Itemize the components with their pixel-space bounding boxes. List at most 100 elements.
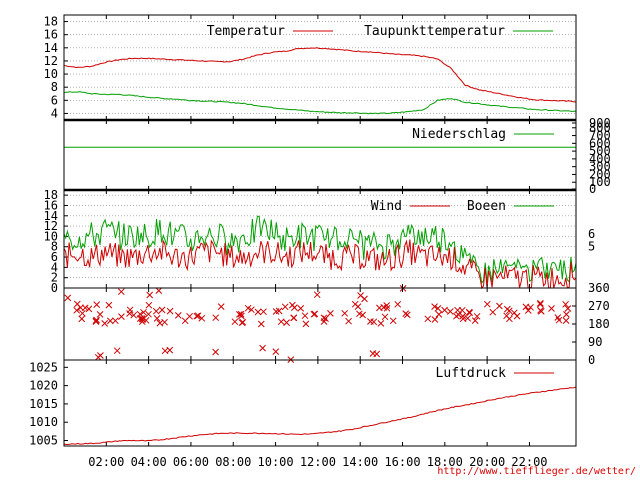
direction-point — [193, 312, 201, 320]
direction-point — [367, 318, 374, 325]
y-tick-label: 16 — [44, 28, 58, 42]
direction-point — [361, 295, 368, 303]
direction-point — [106, 317, 114, 325]
direction-point — [260, 308, 267, 316]
y-tick-label-right: 900 — [589, 116, 611, 130]
direction-point — [140, 308, 147, 316]
direction-point — [435, 311, 443, 318]
direction-point — [554, 314, 562, 321]
direction-point — [471, 317, 479, 324]
direction-point — [281, 303, 289, 311]
direction-point — [238, 319, 246, 327]
direction-point — [236, 311, 243, 318]
source-url: http://www.tiefflieger.de/wetter/ — [437, 466, 636, 477]
direction-point — [301, 312, 309, 320]
x-tick-label: 16:00 — [384, 455, 420, 469]
direction-point — [354, 303, 362, 310]
direction-point — [283, 319, 290, 326]
y-tick-label: 12 — [44, 219, 58, 233]
series-dewpoint-line — [63, 91, 577, 115]
direction-point — [381, 313, 389, 321]
direction-point — [138, 318, 146, 326]
y-tick-label-right: 200 — [589, 167, 611, 181]
direction-point — [248, 306, 255, 314]
y-tick-label: 6 — [51, 93, 58, 107]
direction-point — [105, 301, 113, 309]
direction-point — [356, 310, 363, 318]
y-tick-label: 2 — [51, 271, 58, 285]
y-tick-label-right: 180 — [588, 317, 610, 331]
legend-gusts-label: Boeen — [467, 199, 506, 214]
y-tick-label: 10 — [44, 67, 58, 81]
direction-point — [302, 320, 310, 328]
y-tick-label: 16 — [44, 198, 58, 212]
direction-point — [145, 301, 153, 309]
direction-point — [496, 302, 503, 310]
series-temperature-line — [63, 47, 576, 103]
direction-point — [562, 300, 569, 308]
direction-point — [186, 312, 193, 320]
direction-point — [345, 317, 352, 325]
x-tick-label: 06:00 — [173, 455, 209, 469]
direction-point — [113, 347, 121, 355]
series-wind-line — [63, 239, 577, 290]
direction-point — [146, 291, 154, 299]
y-tick-label: 0 — [51, 281, 58, 295]
y-tick-label: 6 — [51, 250, 58, 264]
direction-point — [117, 288, 125, 296]
direction-point — [431, 316, 439, 323]
y-tick-label-right: 5 — [588, 240, 595, 254]
direction-point — [290, 314, 298, 322]
direction-point — [153, 315, 161, 322]
direction-point — [156, 319, 164, 327]
direction-point — [424, 315, 432, 323]
direction-point — [548, 305, 555, 312]
direction-point — [310, 310, 318, 318]
direction-point — [272, 348, 280, 355]
direction-point — [93, 301, 101, 308]
direction-point — [383, 302, 391, 309]
direction-point — [277, 318, 285, 326]
direction-point — [458, 306, 466, 314]
direction-point — [158, 306, 166, 314]
y-tick-label: 8 — [51, 240, 58, 254]
y-tick-label: 1005 — [29, 434, 58, 448]
legend-wind-label: Wind — [371, 199, 402, 214]
panel-frame-5 — [63, 359, 577, 447]
direction-point — [536, 300, 544, 308]
y-tick-label-right: 100 — [589, 175, 611, 189]
direction-point — [78, 315, 86, 323]
y-tick-label-right: 0 — [588, 353, 595, 367]
direction-point — [126, 306, 134, 314]
direction-point — [320, 318, 328, 325]
x-tick-label: 20:00 — [469, 455, 505, 469]
direction-point — [380, 304, 388, 311]
y-tick-label-right: 700 — [589, 129, 611, 143]
y-tick-label-right: 270 — [588, 299, 610, 313]
direction-point — [272, 308, 280, 315]
direction-point — [217, 303, 225, 310]
direction-point — [136, 315, 144, 322]
y-tick-label: 1015 — [29, 397, 58, 411]
direction-point — [130, 311, 138, 319]
direction-point — [166, 307, 174, 315]
direction-point — [85, 305, 93, 313]
y-tick-label: 1010 — [29, 415, 58, 429]
direction-point — [446, 308, 454, 315]
direction-point — [244, 304, 252, 312]
direction-point — [537, 308, 545, 315]
y-tick-label-right: 6 — [588, 227, 595, 241]
direction-point — [145, 310, 152, 318]
x-tick-label: 12:00 — [300, 455, 336, 469]
direction-point — [93, 316, 100, 324]
direction-point — [212, 348, 219, 356]
direction-point — [212, 314, 220, 322]
y-tick-label: 18 — [44, 188, 58, 202]
direction-point — [389, 317, 397, 325]
y-tick-label: 4 — [51, 260, 58, 274]
y-tick-label: 14 — [44, 41, 58, 55]
x-tick-label: 04:00 — [131, 455, 167, 469]
direction-point — [174, 312, 182, 319]
direction-point — [254, 308, 262, 316]
